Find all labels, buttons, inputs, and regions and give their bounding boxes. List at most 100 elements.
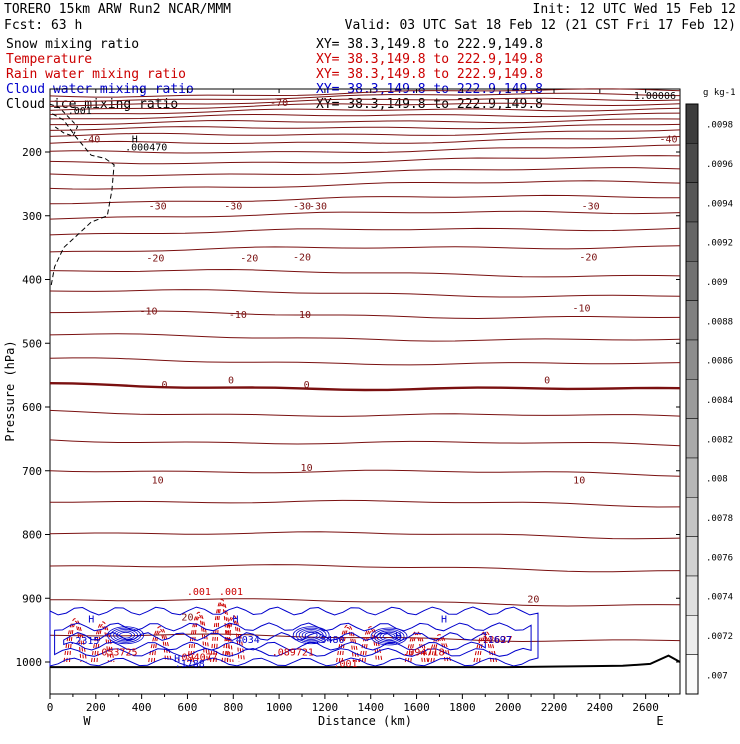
colorbar-tick-label: .0082 [706,435,733,445]
y-tick-label: 400 [22,274,42,287]
colorbar-swatch [685,615,699,655]
temperature-label: -30 [582,201,600,212]
y-axis-label: Pressure (hPa) [3,340,17,441]
cloud-water-cell [376,630,402,643]
rain-contour [63,618,87,663]
rain-contour [361,628,380,663]
field-xy: XY= 38.3,149.8 to 222.9,149.8 [316,52,543,67]
cloud-water-cell [292,626,330,645]
temperature-label: -20 [146,254,164,265]
rain-contour [91,621,115,663]
colorbar-tick-label: .0084 [706,396,733,406]
temperature-label: -30 [309,201,327,212]
colorbar-units: g kg-1 [703,88,736,98]
isotherm [49,92,681,103]
field-name: Temperature [6,52,92,67]
header-title: TORERO 15km ARW Run2 NCAR/MMM [4,2,231,17]
x-tick-label: 0 [47,701,54,714]
x-axis-label: Distance (km) [318,714,412,728]
snow-label: .000470 [125,143,167,154]
cloud-water-cell [382,633,396,640]
temperature-label: -40 [82,134,100,145]
rain-contour [66,621,85,663]
isotherm [49,97,681,107]
snow-label: H [132,134,138,145]
rain-contour [210,599,234,663]
temperature-label: 0 [228,375,234,386]
x-tick-label: 200 [86,701,106,714]
y-tick-label: 200 [22,146,42,159]
temperature-label: 0 [304,380,310,391]
colorbar-tick-label: .0086 [706,357,733,367]
isotherm [49,194,681,205]
colorbar-swatch [685,654,699,695]
rain-contour [69,623,82,663]
header-valid: Valid: 03 UTC Sat 18 Feb 12 (21 CST Fri … [345,18,736,33]
header-init: Init: 12 UTC Wed 15 Feb 12 [533,2,737,17]
isotherm [49,107,681,115]
cloud-water-cell [295,627,327,643]
x-tick-label: 1600 [403,701,430,714]
isotherm [49,129,681,137]
cloud-water-label: H [174,654,180,665]
isotherm [49,102,681,111]
cloud-water-contour [49,606,539,667]
temperature-label: 10 [301,463,313,474]
cloud-water-label: .4034 [230,635,260,646]
rain-contour [410,636,423,663]
x-tick-label: 2400 [587,701,614,714]
isotherm [49,245,681,253]
colorbar-swatch [685,143,699,183]
rain-label: .094077 [176,653,218,664]
y-tick-label: 900 [22,592,42,605]
y-tick-label: 600 [22,401,42,414]
temperature-label: -10 [139,307,157,318]
isotherm [49,155,681,165]
isotherm-zero [49,382,681,392]
cloud-water-label: H [395,632,401,643]
isotherm [49,310,681,320]
isotherm [50,499,681,508]
temperature-label: -10 [229,310,247,321]
cloud-water-label: H [441,614,447,625]
temperature-label: -10 [572,303,590,314]
temperature-label: 20 [181,613,193,624]
colorbar-tick-label: .0076 [706,553,733,563]
cloud-water-label: .5480 [314,635,344,646]
colorbar-tick-label: .0098 [706,121,733,131]
snow-contour-upper [49,103,79,137]
colorbar-swatch [685,536,699,577]
colorbar-tick-label: .0074 [706,593,733,603]
colorbar-tick-label: .0094 [706,199,733,209]
rain-label: .001 [187,587,211,598]
cloud-water-cell [107,626,144,645]
field-legend: Snow mixing ratio XY= 38.3,149.8 to 222.9… [6,37,543,112]
isotherm [49,531,681,540]
rain-label: .12627 [476,635,512,646]
terrain [50,654,681,669]
x-tick-label: 1200 [312,701,339,714]
isotherm [49,123,681,131]
plot-frame [49,88,681,695]
temperature-label: 10 [152,476,164,487]
rain-contour [93,624,112,663]
isotherm [49,268,681,278]
y-tick-label: 800 [22,529,42,542]
rain-contour [221,614,245,663]
cloud-water-cell [116,630,135,640]
rain-contour [148,626,172,663]
rain-contour [153,631,167,663]
temperature-label: -20 [240,254,258,265]
rain-contour [212,601,231,663]
cloud-water-cell [379,631,399,642]
temperature-label: 0 [544,375,550,386]
cloud-water-label: H [233,614,239,625]
temperature-label: 0 [162,380,168,391]
cloud-water-label: .1697 [482,635,512,646]
x-tick-label: 1800 [449,701,476,714]
isotherm [49,88,681,98]
x-endpoint-right: E [656,714,663,728]
temperature-label: -30 [149,201,167,212]
cloud-water-contours [49,606,539,667]
rain-label: .001 [219,587,243,598]
